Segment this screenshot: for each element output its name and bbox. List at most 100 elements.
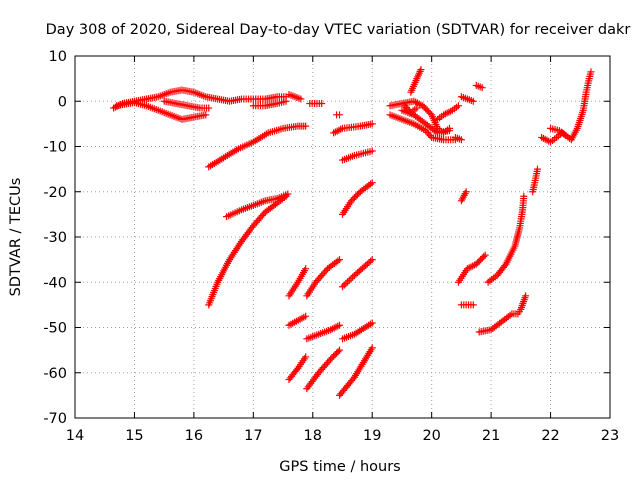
data-point	[318, 271, 326, 279]
x-tick-label: 14	[66, 428, 84, 444]
data-point	[282, 192, 290, 200]
y-tick-label: -60	[43, 366, 67, 382]
data-point	[336, 256, 344, 264]
data-point	[340, 281, 348, 289]
series-t8	[285, 90, 305, 103]
data-point	[349, 195, 357, 203]
data-point	[522, 292, 530, 300]
data-point	[587, 68, 595, 76]
data-point	[336, 346, 344, 354]
series-t10	[285, 265, 310, 300]
data-point	[302, 353, 310, 361]
data-point	[302, 312, 310, 320]
data-point	[353, 191, 361, 199]
series-t26	[407, 66, 425, 96]
series-t14	[285, 353, 310, 384]
data-point	[469, 301, 477, 309]
data-point	[297, 95, 305, 103]
data-point	[254, 217, 262, 225]
series-t27	[401, 102, 421, 117]
series-t2	[113, 99, 210, 123]
data-point	[349, 273, 357, 281]
series-t4	[249, 97, 290, 110]
data-point	[422, 127, 430, 135]
series-t36	[484, 192, 528, 286]
data-point	[258, 212, 266, 220]
data-point	[319, 270, 327, 278]
x-tick-label: 21	[482, 428, 500, 444]
data-point	[352, 192, 360, 200]
data-point	[331, 351, 339, 359]
series-t25	[398, 106, 453, 137]
data-point	[350, 194, 358, 202]
series-t18	[339, 147, 376, 164]
data-point	[425, 130, 433, 138]
data-point	[334, 348, 342, 356]
data-point	[472, 260, 480, 268]
series-t6	[223, 190, 292, 221]
x-tick-label: 19	[363, 428, 381, 444]
data-point	[319, 364, 327, 372]
series-t31	[451, 133, 465, 144]
series-t30	[472, 81, 486, 92]
data-point	[318, 100, 326, 108]
data-point	[339, 283, 346, 291]
data-point	[347, 197, 355, 205]
data-point	[315, 275, 323, 283]
series-t5	[205, 122, 310, 171]
x-tick-label: 22	[541, 428, 559, 444]
x-axis: 14 15 16 17 18 19 20 21 22 23	[66, 56, 619, 444]
data-point	[302, 122, 310, 130]
data-point	[413, 104, 421, 112]
x-tick-label: 20	[422, 428, 440, 444]
series-t37	[529, 165, 541, 196]
x-tick-label: 15	[125, 428, 143, 444]
data-point	[321, 362, 329, 370]
data-point	[322, 360, 330, 368]
data-point	[202, 111, 210, 119]
y-tick-label: -20	[43, 185, 67, 201]
data-point	[293, 366, 301, 374]
data-point	[334, 257, 342, 265]
data-point	[368, 147, 376, 155]
data-point	[401, 102, 409, 110]
series-t3	[160, 97, 213, 112]
data-point	[318, 365, 326, 373]
chart-title: Day 308 of 2020, Sidereal Day-to-day VTE…	[46, 22, 631, 38]
data-point	[249, 222, 257, 230]
data-point	[368, 344, 376, 352]
data-point	[561, 131, 569, 139]
data-point	[324, 359, 332, 367]
y-tick-label: -30	[43, 230, 67, 246]
data-point	[312, 278, 320, 286]
series-t34	[457, 301, 477, 309]
series-t38	[538, 68, 595, 146]
series-t32	[457, 188, 470, 205]
data-point	[368, 256, 376, 264]
data-point	[342, 280, 350, 288]
data-point	[330, 352, 338, 360]
y-tick-label: -40	[43, 275, 67, 291]
data-point	[282, 97, 290, 105]
data-point	[367, 180, 375, 188]
y-axis-label: SDTVAR / TECUs	[8, 178, 24, 297]
data-point	[501, 262, 509, 270]
series-t7	[205, 192, 290, 309]
data-point	[333, 349, 341, 357]
data-point	[257, 213, 265, 221]
series-t13	[303, 321, 344, 343]
series-t16	[333, 111, 344, 119]
y-axis: 10 0 -10 -20 -30 -40 -50 -60 -70	[43, 49, 610, 427]
series-t35	[475, 292, 530, 336]
data-point	[454, 102, 462, 110]
series-t15	[303, 346, 344, 393]
series-t19	[339, 179, 376, 218]
data-point	[325, 357, 333, 365]
x-tick-label: 17	[244, 428, 262, 444]
data-point	[367, 257, 375, 265]
data-point	[417, 66, 425, 74]
data-point	[419, 102, 427, 110]
data-point	[462, 188, 470, 196]
data-point	[368, 319, 376, 327]
